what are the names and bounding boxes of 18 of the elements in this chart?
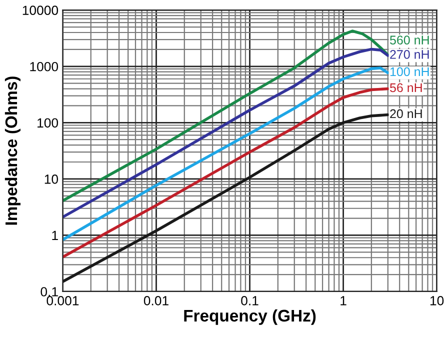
x-tick-label: 10 — [430, 296, 444, 306]
series-label: 560 nH — [390, 36, 429, 45]
y-tick-label: 10000 — [22, 6, 58, 16]
x-tick-label: 0.001 — [46, 296, 79, 306]
series-label: 56 nH — [390, 83, 422, 92]
series-label: 270 nH — [390, 50, 429, 59]
x-tick-label: 0.1 — [241, 296, 258, 306]
y-tick-label: 1 — [52, 230, 58, 240]
series-label: 20 nH — [390, 109, 422, 118]
x-tick-label: 1 — [340, 296, 346, 306]
series-label: 100 nH — [390, 67, 429, 76]
x-axis-title: Frequency (GHz) — [184, 309, 316, 325]
y-axis-title: Impedance (Ohms) — [4, 76, 20, 225]
y-tick-label: 0.1 — [40, 287, 58, 296]
y-tick-label: 10 — [44, 174, 58, 184]
y-tick-label: 100 — [38, 118, 58, 128]
x-tick-label: 0.01 — [144, 296, 168, 306]
y-tick-label: 1000 — [30, 62, 58, 72]
